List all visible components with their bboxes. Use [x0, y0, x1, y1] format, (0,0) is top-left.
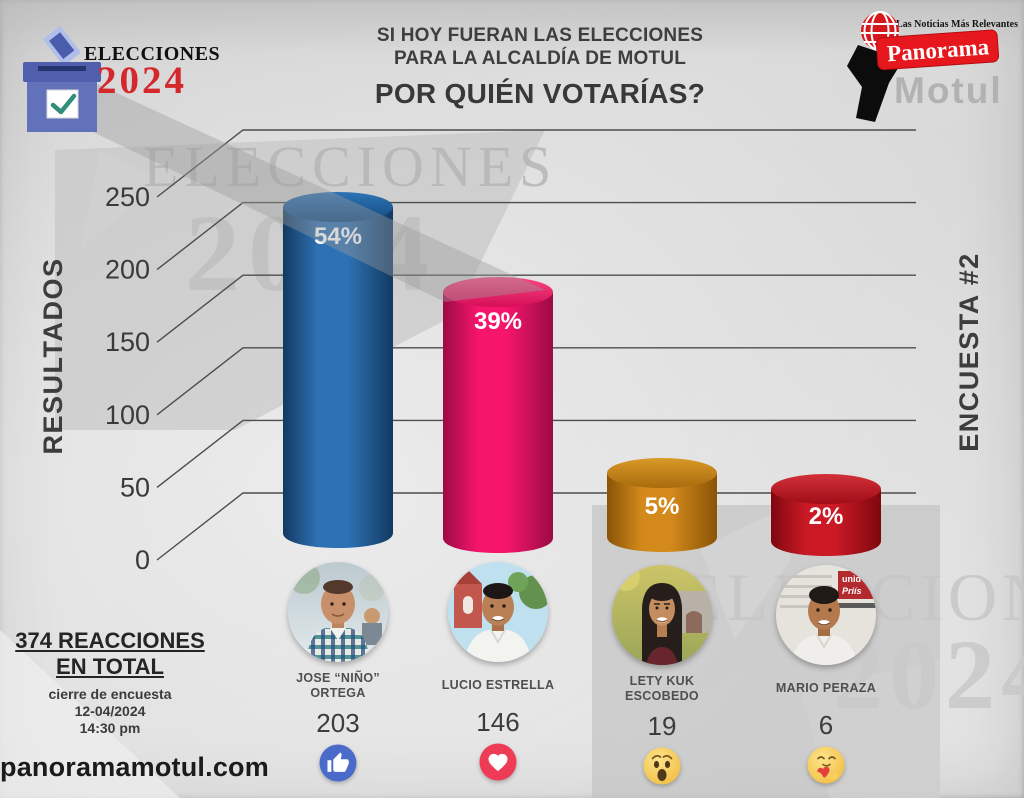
total-reactions: 374 REACCIONES EN TOTAL [15, 628, 205, 680]
candidate-name: JOSE “NIÑO” ORTEGA [296, 671, 380, 701]
panorama-logo-graphic: Las Noticias Más Relevantes Panorama Mot… [847, 11, 1018, 122]
reaction-count: 6 [818, 710, 834, 740]
question-line2: PARA LA ALCALDÍA DE MOTUL [393, 48, 687, 69]
candidate-mario-peraza: unid Priís MARIO PERAZA 6 [760, 565, 892, 790]
candidate-photo: unid Priís [776, 565, 876, 665]
candidate-lucio-estrella: LUCIO ESTRELLA 146 [432, 562, 564, 787]
brand-city: Motul [894, 70, 1003, 111]
panorama-motul-logo: Las Noticias Más Relevantes Panorama Mot… [834, 0, 1024, 135]
wow-icon [643, 747, 681, 784]
like-icon [319, 744, 357, 781]
candidate-jose-ortega: JOSE “NIÑO” ORTEGA 203 [272, 562, 404, 788]
candidate-photo [612, 565, 712, 665]
candidate-name: LETY KUK ESCOBEDO [625, 674, 699, 704]
poll-summary: 374 REACCIONES EN TOTAL cierre de encues… [0, 0, 270, 798]
candidate-lety-kuk: LETY KUK ESCOBEDO 19 [596, 565, 728, 791]
brand-tagline: Las Noticias Más Relevantes [896, 19, 1018, 30]
candidate-photo [288, 562, 388, 662]
care-icon [807, 746, 845, 784]
svg-text:unid: unid [842, 574, 861, 584]
reaction-count: 19 [647, 710, 677, 741]
poll-closing-info: cierre de encuesta 12-04/2024 14:30 pm [48, 686, 172, 736]
candidate-name: LUCIO ESTRELLA [441, 678, 555, 693]
question-line3: POR QUIÉN VOTARÍAS? [374, 78, 706, 109]
svg-text:Priís: Priís [842, 586, 862, 596]
poll-question: SI HOY FUERAN LAS ELECCIONES PARA LA ALC… [300, 24, 780, 110]
reaction-count: 146 [476, 707, 520, 737]
love-icon [479, 743, 517, 781]
candidate-photo [448, 562, 548, 662]
question-line1: SI HOY FUERAN LAS ELECCIONES [376, 25, 704, 46]
candidate-name: MARIO PERAZA [775, 681, 877, 696]
reaction-count: 203 [316, 707, 360, 738]
website-link[interactable]: panoramamotul.com [0, 752, 269, 782]
